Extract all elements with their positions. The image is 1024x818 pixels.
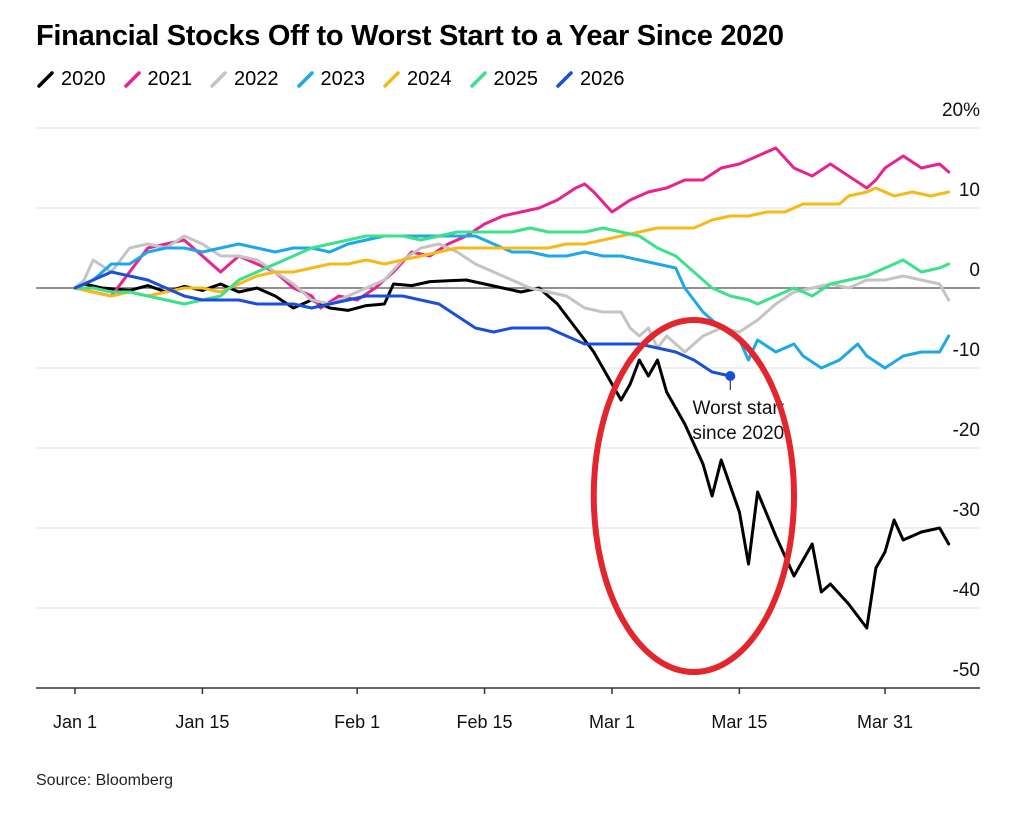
source-note: Source: Bloomberg: [36, 772, 173, 789]
legend-swatch: [37, 71, 54, 88]
legend-item-2023: 2023: [296, 67, 366, 91]
series-lines: [73, 146, 951, 630]
legend-swatch-line: [383, 71, 400, 88]
series-line-2025: [73, 226, 951, 306]
x-tick-label: Mar 1: [589, 712, 635, 732]
series-line-2021: [73, 146, 951, 310]
legend-item-2025: 2025: [469, 67, 539, 91]
x-tick-label: Jan 15: [175, 712, 229, 732]
legend-swatch-line: [210, 71, 227, 88]
y-tick-label: -10: [953, 340, 980, 361]
legend-label: 2025: [493, 67, 539, 90]
y-tick-label: -50: [953, 660, 980, 681]
series-line-2026: [73, 270, 732, 378]
legend-swatch-line: [37, 71, 54, 88]
legend-label: 2026: [580, 67, 625, 90]
legend-swatch: [469, 71, 487, 88]
x-axis-ticks: Jan 1 Jan 15 Feb 1 Feb 15 Mar 1 Mar 15 Mar 31: [53, 688, 913, 732]
legend-swatch-line: [123, 71, 141, 88]
series-line-2020: [73, 278, 951, 630]
legend-label: 2021: [147, 67, 193, 90]
y-tick-label: -40: [953, 580, 980, 601]
series-line-2022: [73, 234, 951, 354]
y-axis-ticks: 20% 10 0 -10 -20 -30 -40 -50: [942, 100, 980, 681]
legend-label: 2023: [320, 67, 366, 90]
legend-item-2022: 2022: [209, 67, 279, 91]
legend-swatch: [556, 71, 573, 88]
legend-label: 2020: [61, 67, 106, 90]
y-tick-label: 10: [959, 180, 980, 201]
legend: 2020 2021 2022 2023 2024 2025 2026: [36, 64, 642, 94]
legend-swatch-line: [469, 71, 487, 88]
annotation-text: since 2020: [692, 423, 784, 444]
x-tick-label: Mar 31: [857, 712, 913, 732]
legend-item-2024: 2024: [382, 67, 452, 91]
legend-swatch: [123, 71, 141, 88]
y-tick-label: 20%: [942, 100, 980, 121]
grid-lines: [36, 127, 980, 689]
legend-item-2020: 2020: [36, 67, 106, 91]
chart-title: Financial Stocks Off to Worst Start to a…: [36, 20, 784, 52]
legend-swatch: [210, 71, 227, 88]
legend-swatch-line: [556, 71, 573, 88]
legend-swatch: [383, 71, 400, 88]
annotation-text: Worst start: [693, 398, 785, 419]
legend-swatch-line: [296, 71, 314, 88]
highlight-ellipse: [590, 317, 797, 675]
x-tick-label: Mar 15: [711, 712, 767, 732]
legend-item-2026: 2026: [555, 67, 625, 91]
legend-label: 2024: [407, 67, 452, 90]
y-tick-label: 0: [969, 260, 980, 281]
x-tick-label: Feb 1: [334, 712, 380, 732]
series-endpoint-marker: [725, 371, 736, 381]
x-tick-label: Feb 15: [457, 712, 513, 732]
legend-label: 2022: [234, 67, 279, 90]
legend-item-2021: 2021: [123, 67, 193, 91]
x-tick-label: Jan 1: [53, 712, 97, 732]
y-tick-label: -20: [953, 420, 980, 441]
annotations: Worst start since 2020: [590, 317, 797, 675]
series-line-2023: [73, 234, 951, 370]
series-line-2024: [73, 186, 951, 298]
legend-swatch: [296, 71, 314, 88]
y-tick-label: -30: [953, 500, 980, 521]
